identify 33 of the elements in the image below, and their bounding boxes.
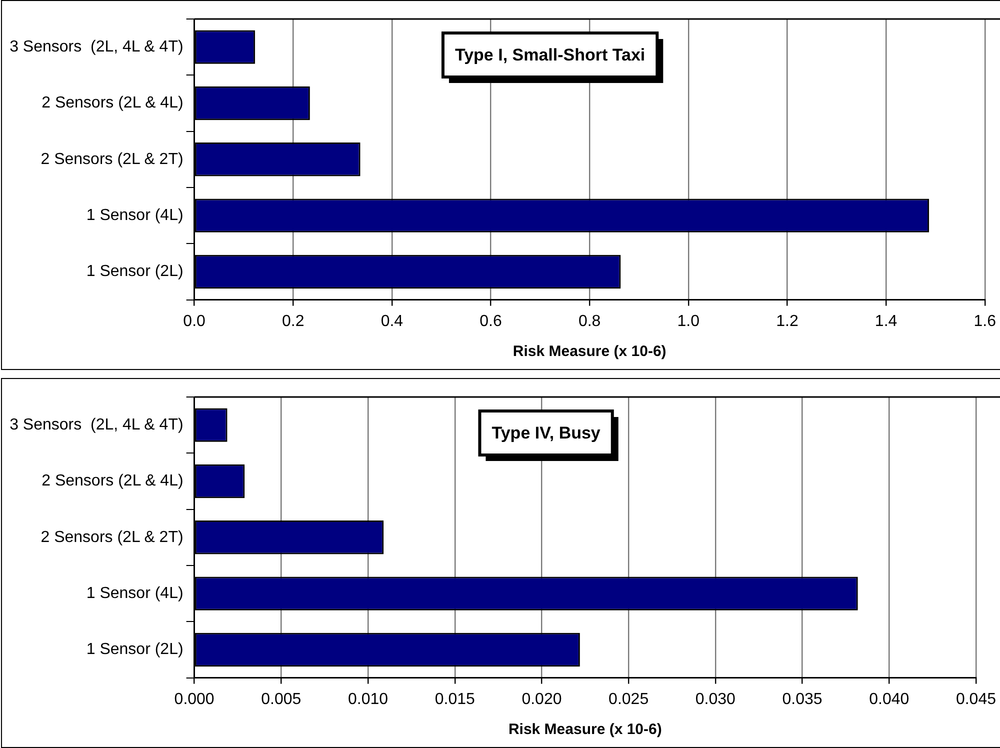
x-tick-label: 0.020 bbox=[522, 690, 562, 708]
x-tick-label: 0.035 bbox=[782, 690, 822, 708]
x-tick-label: 0.4 bbox=[380, 312, 404, 330]
x-tick-label: 0.040 bbox=[869, 690, 910, 708]
y-tick-label: 3 Sensors (2L, 4L & 4T) bbox=[10, 416, 184, 434]
x-tick-label: 0.0 bbox=[183, 312, 206, 330]
x-tick-label: 1.0 bbox=[677, 312, 700, 330]
y-tick-label: 2 Sensors (2L & 2T) bbox=[40, 528, 184, 546]
y-tick-label: 1 Sensor (4L) bbox=[86, 206, 184, 224]
x-tick-label: 0.000 bbox=[174, 690, 214, 708]
x-axis-title: Risk Measure (x 10-6) bbox=[512, 343, 666, 360]
y-tick-label: 2 Sensors (2L & 4L) bbox=[42, 472, 184, 490]
x-tick-label: 0.025 bbox=[608, 690, 649, 708]
y-tick-label: 1 Sensor (2L) bbox=[86, 263, 184, 280]
x-tick-label: 0.030 bbox=[695, 690, 736, 708]
x-tick-label: 1.2 bbox=[776, 312, 798, 330]
x-tick-label: 0.010 bbox=[348, 690, 388, 708]
y-tick-label: 2 Sensors (2L & 2T) bbox=[40, 150, 184, 168]
x-tick-label: 0.045 bbox=[956, 690, 996, 708]
x-axis-title: Risk Measure (x 10-6) bbox=[508, 721, 662, 738]
x-tick-label: 1.4 bbox=[874, 312, 898, 330]
annotation: Type IV, Busy bbox=[492, 424, 601, 443]
x-tick-label: 0.2 bbox=[282, 312, 304, 330]
y-tick-label: 1 Sensor (4L) bbox=[86, 584, 184, 602]
x-tick-label: 0.005 bbox=[261, 690, 302, 708]
y-tick-label: 2 Sensors (2L & 4L) bbox=[42, 94, 184, 112]
x-tick-label: 0.015 bbox=[434, 690, 475, 708]
y-tick-label: 1 Sensor (2L) bbox=[86, 641, 184, 658]
y-tick-label: 3 Sensors (2L, 4L & 4T) bbox=[10, 38, 184, 56]
x-tick-label: 1.6 bbox=[974, 312, 996, 330]
x-tick-label: 0.8 bbox=[578, 312, 601, 330]
x-tick-label: 0.6 bbox=[480, 312, 502, 330]
annotation: Type I, Small-Short Taxi bbox=[454, 46, 646, 65]
